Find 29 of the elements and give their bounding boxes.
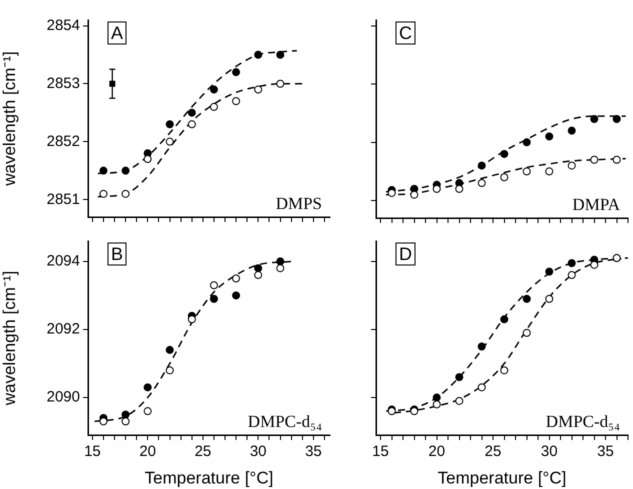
annotation: DMPS bbox=[276, 194, 322, 213]
x-axis-title: Temperature [°C] bbox=[144, 468, 274, 488]
x-tick-label: 30 bbox=[540, 443, 558, 460]
chart-title: B bbox=[110, 244, 124, 264]
annotation: DMPC-d₅₄ bbox=[248, 412, 322, 431]
y-axis-title: wavelength [cm⁻¹] bbox=[0, 51, 19, 187]
annotation: DMPC-d₅₄ bbox=[546, 412, 620, 431]
x-tick-label: 35 bbox=[305, 443, 322, 460]
x-tick-label: 15 bbox=[84, 443, 101, 460]
y-tick-label: 2853 bbox=[46, 74, 80, 92]
y-tick-label: 2851 bbox=[46, 190, 80, 208]
x-tick-label: 15 bbox=[372, 443, 389, 460]
x-tick-label: 25 bbox=[194, 443, 212, 460]
y-tick-label: 2852 bbox=[46, 132, 80, 150]
y-tick-label: 2854 bbox=[46, 16, 80, 34]
x-tick-label: 30 bbox=[250, 443, 267, 460]
x-tick-label: 20 bbox=[139, 443, 156, 460]
annotation: DMPA bbox=[572, 194, 621, 214]
chart-title: C bbox=[399, 22, 412, 43]
y-tick-label: 2092 bbox=[46, 320, 80, 338]
x-tick-label: 25 bbox=[484, 443, 502, 460]
y-tick-label: 2090 bbox=[46, 388, 80, 406]
x-tick-label: 35 bbox=[597, 443, 614, 460]
x-axis-title: Temperature [°C] bbox=[438, 468, 566, 488]
chart-title: A bbox=[110, 22, 124, 43]
y-axis-title: wavelength [cm⁻¹] bbox=[0, 270, 19, 406]
x-tick-label: 20 bbox=[428, 443, 446, 460]
chart-title: D bbox=[399, 244, 412, 264]
y-tick-label: 2094 bbox=[46, 252, 80, 270]
